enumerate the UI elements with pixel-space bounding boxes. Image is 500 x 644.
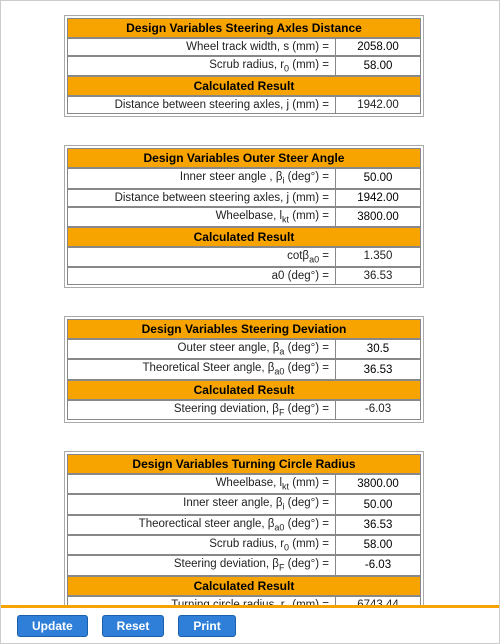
result-title: Calculated Result [67, 380, 421, 400]
input-row: Inner steer angle , βi (deg°) = [67, 168, 421, 188]
result-title: Calculated Result [67, 76, 421, 96]
value-input[interactable] [335, 207, 421, 227]
result-value: 36.53 [335, 267, 421, 285]
input-row: Theoretical Steer angle, βa0 (deg°) = [67, 359, 421, 379]
value-input[interactable] [335, 359, 421, 379]
input-row: Wheel track width, s (mm) = [67, 38, 421, 56]
update-button[interactable]: Update [17, 615, 88, 637]
calc-group: Design Variables Turning Circle RadiusWh… [64, 451, 424, 606]
value-input[interactable] [335, 168, 421, 188]
result-value: 1942.00 [335, 96, 421, 114]
group-title: Design Variables Steering Axles Distance [67, 18, 421, 38]
input-label: Wheel track width, s (mm) = [67, 38, 335, 56]
print-button[interactable]: Print [178, 615, 235, 637]
value-input[interactable] [335, 474, 421, 494]
app-window: Design Variables Steering Axles Distance… [0, 0, 500, 644]
result-value: 1.350 [335, 247, 421, 267]
result-row: cotβa0 =1.350 [67, 247, 421, 267]
result-title: Calculated Result [67, 227, 421, 247]
value-input[interactable] [335, 56, 421, 76]
input-label: Outer steer angle, βa (deg°) = [67, 339, 335, 359]
value-input[interactable] [335, 189, 421, 207]
value-input[interactable] [335, 494, 421, 514]
value-input[interactable] [335, 535, 421, 555]
input-row: Theorectical steer angle, βa0 (deg°) = [67, 515, 421, 535]
result-value: -6.03 [335, 400, 421, 420]
calc-group: Design Variables Steering Axles Distance… [64, 15, 424, 117]
result-row: Steering deviation, βF (deg°) =-6.03 [67, 400, 421, 420]
input-label: Scrub radius, r0 (mm) = [67, 535, 335, 555]
result-label: Distance between steering axles, j (mm) … [67, 96, 335, 114]
input-label: Distance between steering axles, j (mm) … [67, 189, 335, 207]
input-label: Theoretical Steer angle, βa0 (deg°) = [67, 359, 335, 379]
input-row: Inner steer angle, βi (deg°) = [67, 494, 421, 514]
input-row: Distance between steering axles, j (mm) … [67, 189, 421, 207]
input-label: Scrub radius, r0 (mm) = [67, 56, 335, 76]
input-label: Inner steer angle , βi (deg°) = [67, 168, 335, 188]
value-input[interactable] [335, 555, 421, 575]
value-input[interactable] [335, 38, 421, 56]
result-label: a0 (deg°) = [67, 267, 335, 285]
scroll-area[interactable]: Design Variables Steering Axles Distance… [1, 1, 487, 606]
result-row: a0 (deg°) =36.53 [67, 267, 421, 285]
footer-bar: Update Reset Print [1, 605, 499, 643]
calc-group: Design Variables Steering DeviationOuter… [64, 316, 424, 423]
input-row: Wheelbase, lkt (mm) = [67, 474, 421, 494]
calc-group: Design Variables Outer Steer AngleInner … [64, 145, 424, 288]
input-label: Inner steer angle, βi (deg°) = [67, 494, 335, 514]
input-label: Steering deviation, βF (deg°) = [67, 555, 335, 575]
input-label: Wheelbase, lkt (mm) = [67, 474, 335, 494]
input-label: Wheelbase, lkt (mm) = [67, 207, 335, 227]
value-input[interactable] [335, 515, 421, 535]
result-row: Distance between steering axles, j (mm) … [67, 96, 421, 114]
input-row: Wheelbase, lkt (mm) = [67, 207, 421, 227]
input-row: Scrub radius, r0 (mm) = [67, 535, 421, 555]
input-row: Scrub radius, r0 (mm) = [67, 56, 421, 76]
input-row: Outer steer angle, βa (deg°) = [67, 339, 421, 359]
group-title: Design Variables Turning Circle Radius [67, 454, 421, 474]
reset-button[interactable]: Reset [102, 615, 165, 637]
input-label: Theorectical steer angle, βa0 (deg°) = [67, 515, 335, 535]
group-title: Design Variables Outer Steer Angle [67, 148, 421, 168]
value-input[interactable] [335, 339, 421, 359]
input-row: Steering deviation, βF (deg°) = [67, 555, 421, 575]
result-title: Calculated Result [67, 576, 421, 596]
result-label: Steering deviation, βF (deg°) = [67, 400, 335, 420]
result-label: cotβa0 = [67, 247, 335, 267]
group-title: Design Variables Steering Deviation [67, 319, 421, 339]
